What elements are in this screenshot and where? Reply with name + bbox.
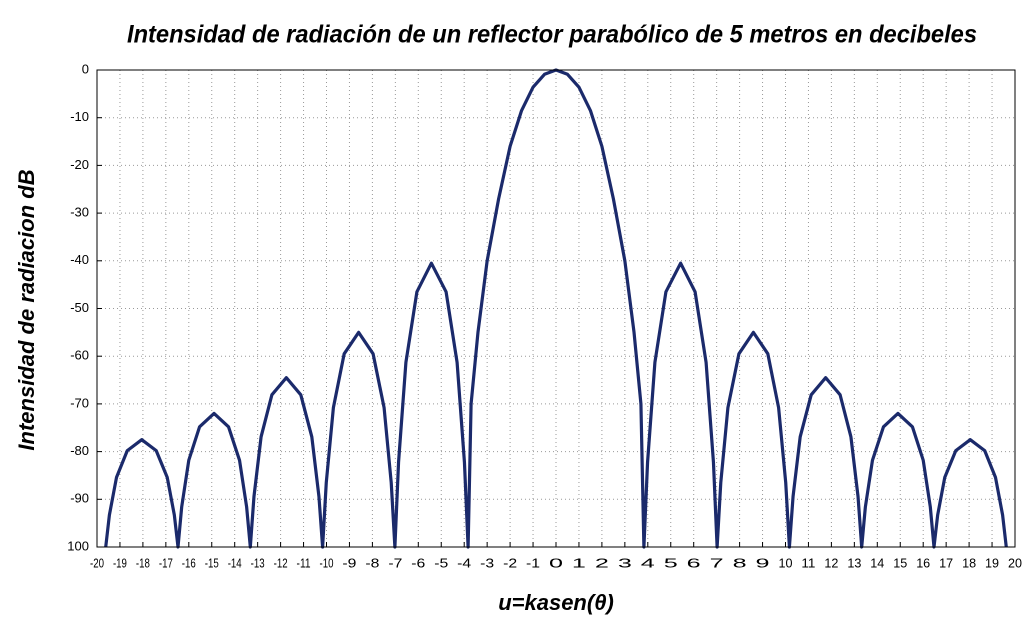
plot-frame — [96, 69, 1016, 548]
x-tick-label: 4 — [641, 555, 655, 570]
x-tick-label: 11 — [801, 555, 815, 570]
x-tick-label: -20 — [90, 555, 104, 570]
y-tick-label: -10 — [70, 109, 89, 124]
x-tick-label: 12 — [824, 555, 838, 570]
x-tick-label: -11 — [297, 555, 311, 570]
x-tick-label: 20 — [1008, 555, 1022, 570]
x-tick-label: -3 — [480, 555, 494, 570]
x-tick-label: 2 — [595, 555, 609, 570]
x-tick-label: -19 — [113, 555, 127, 570]
x-tick-label: 10 — [779, 555, 793, 570]
x-tick-label: 13 — [847, 555, 861, 570]
x-tick-label: 17 — [939, 555, 953, 570]
x-tick-label: -12 — [274, 555, 288, 570]
x-tick-label: -16 — [182, 555, 196, 570]
y-tick-label: -50 — [70, 300, 89, 315]
x-tick-label: -7 — [388, 555, 402, 570]
x-tick-label: -2 — [503, 555, 517, 570]
y-tick-label: -30 — [70, 205, 89, 220]
x-tick-label: 19 — [985, 555, 999, 570]
x-axis-label: u=kasen(θ) — [498, 590, 614, 615]
x-tick-label: -5 — [434, 555, 448, 570]
x-tick-label: 18 — [962, 555, 976, 570]
x-tick-label: -6 — [411, 555, 425, 570]
x-tick-label: 5 — [664, 555, 678, 570]
x-tick-label: 15 — [893, 555, 907, 570]
y-tick-label: -40 — [70, 252, 89, 267]
x-tick-label: -15 — [205, 555, 219, 570]
y-tick-label: -60 — [70, 348, 89, 363]
x-tick-label: -13 — [251, 555, 265, 570]
y-tick-label: -70 — [70, 395, 89, 410]
chart-title: Intensidad de radiación de un reflector … — [127, 21, 977, 49]
x-tick-label: -9 — [342, 555, 356, 570]
x-tick-label: -1 — [526, 555, 540, 570]
x-tick-label: 1 — [572, 555, 586, 570]
x-tick-label: 8 — [733, 555, 747, 570]
y-tick-label: -90 — [70, 491, 89, 506]
x-tick-label: 16 — [916, 555, 930, 570]
x-tick-label: -8 — [365, 555, 379, 570]
x-tick-label: -18 — [136, 555, 150, 570]
y-tick-label: 0 — [82, 61, 89, 76]
x-tick-label: 14 — [870, 555, 884, 570]
x-tick-label: -10 — [320, 555, 334, 570]
x-tick-label: -4 — [457, 555, 471, 570]
y-axis-label: Intensidad de radiacion dB — [14, 169, 39, 450]
x-tick-label: -14 — [228, 555, 242, 570]
x-tick-label: 0 — [549, 555, 563, 570]
x-tick-label: 7 — [710, 555, 724, 570]
x-tick-label: 6 — [687, 555, 701, 570]
y-tick-label: 100 — [67, 538, 89, 553]
y-tick-label: -20 — [70, 157, 89, 172]
x-tick-label: 9 — [756, 555, 770, 570]
x-tick-label: -17 — [159, 555, 173, 570]
y-tick-label: -80 — [70, 443, 89, 458]
x-tick-label: 3 — [618, 555, 632, 570]
